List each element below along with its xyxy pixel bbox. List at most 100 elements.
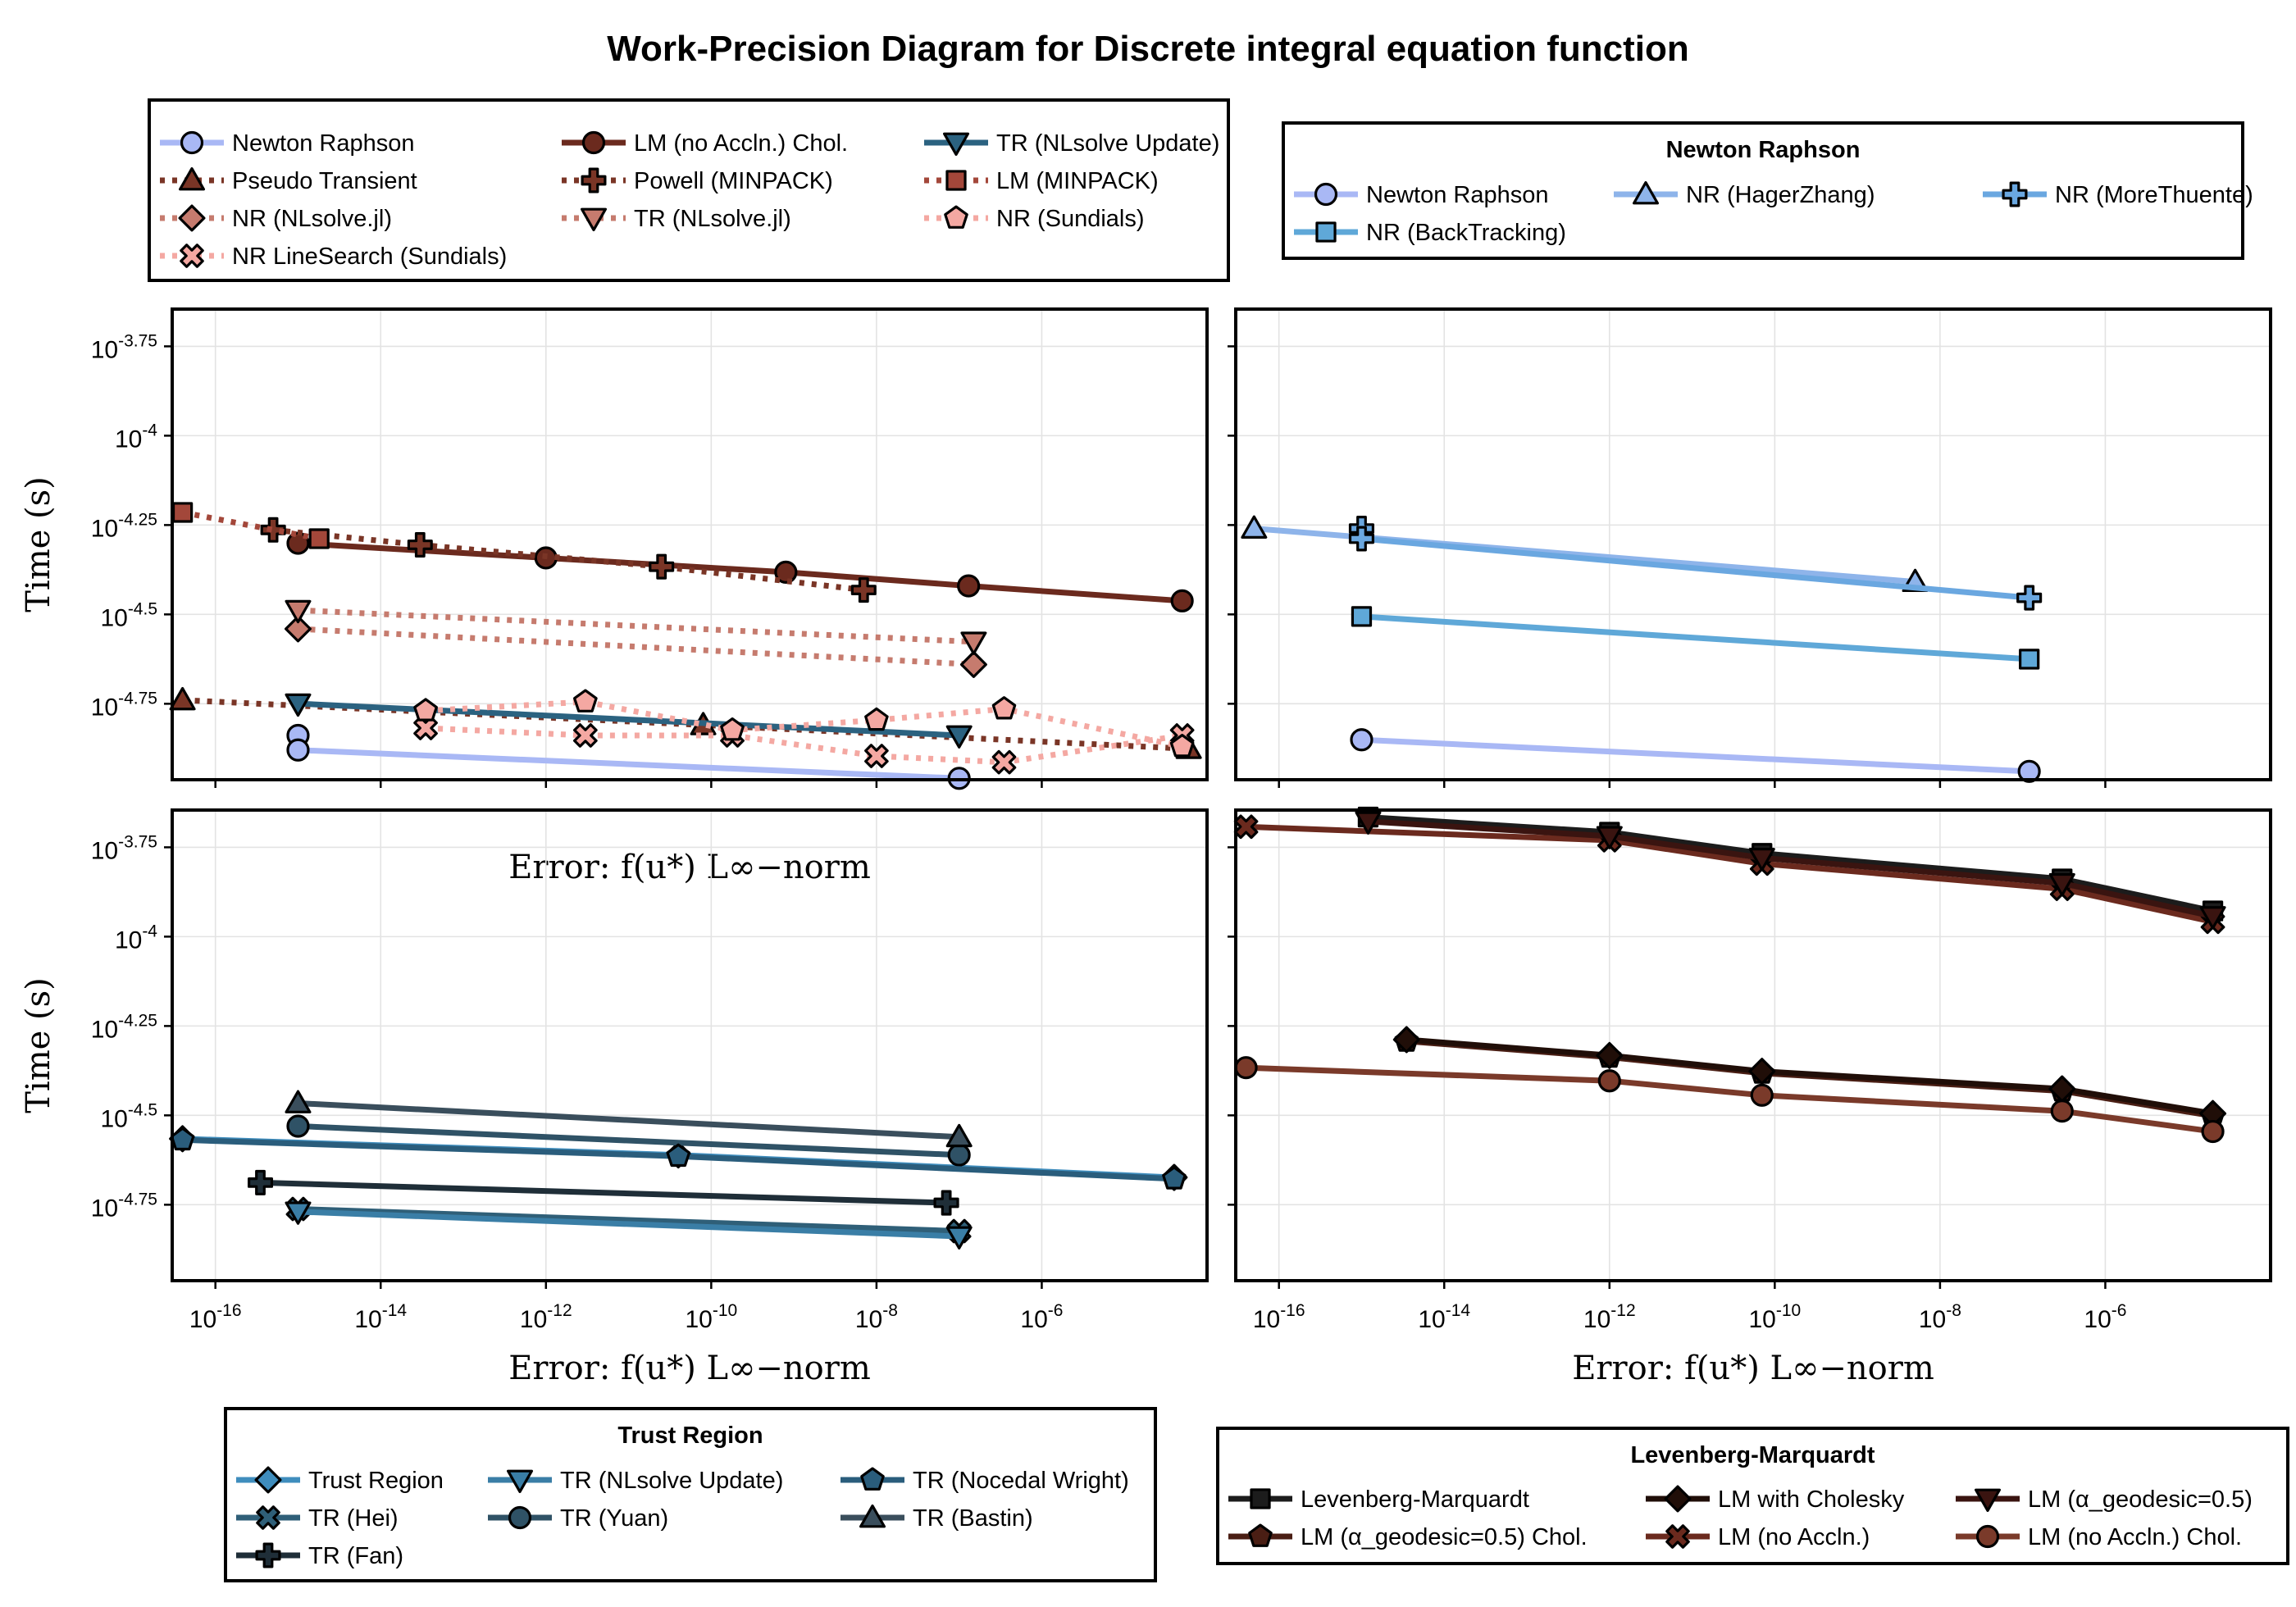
data-point-tr-bastin bbox=[945, 1123, 973, 1148]
panel-ticks: 10-16 10-14 10-12 10-10 10-8 10-6 bbox=[1228, 846, 2126, 1333]
legend-label: TR (NLsolve.jl) bbox=[634, 206, 791, 232]
series-line-tr-nlsolve-update bbox=[298, 1209, 959, 1240]
series-line-tr-nlsolve-jl bbox=[298, 607, 974, 645]
legend-lm: Levenberg-Marquardt Levenberg-Marquardt LM… bbox=[1216, 1427, 2289, 1565]
y-tick-label: 10-3.75 bbox=[91, 832, 157, 864]
legend-label: LM (α_geodesic=0.5) Chol. bbox=[1301, 1524, 1588, 1550]
series-nr-nlsolve-jl bbox=[284, 615, 987, 678]
data-point-tr-yuan bbox=[286, 1114, 310, 1138]
legend-entry-newton-raphson: Newton Raphson bbox=[160, 130, 414, 157]
x-tick-label: 10-14 bbox=[354, 1301, 407, 1333]
legend-label: TR (NLsolve Update) bbox=[560, 1468, 783, 1494]
data-point-nr-morethuente bbox=[1348, 526, 1375, 552]
legend-marker bbox=[1632, 181, 1660, 205]
data-point-nr-sundials bbox=[720, 717, 745, 741]
legend-marker bbox=[860, 1467, 885, 1491]
data-point-lm-alpha-geodesic-0-5 bbox=[1355, 811, 1382, 835]
legend-frame bbox=[148, 98, 1230, 282]
legend-marker bbox=[1975, 1488, 2001, 1513]
legend-entry-lm-no-accln-chol: LM (no Accln.) Chol. bbox=[1956, 1524, 2242, 1550]
legend-entry-levenberg-marquardt: Levenberg-Marquardt bbox=[1228, 1486, 1529, 1513]
legend-marker bbox=[178, 204, 206, 232]
legend-marker bbox=[859, 1504, 886, 1528]
legend-entry-nr-linesearch-sundials: NR LineSearch (Sundials) bbox=[160, 244, 507, 270]
legend-entry-nr-morethuente: NR (MoreThuente) bbox=[1983, 181, 2253, 208]
data-point-tr-nlsolve-update bbox=[945, 1226, 973, 1250]
legend-marker bbox=[581, 167, 607, 193]
x-tick-label: 10-16 bbox=[1253, 1301, 1305, 1333]
series-lm-alpha-geodesic-0-5 bbox=[1355, 811, 2226, 930]
legend-label: Powell (MINPACK) bbox=[634, 168, 833, 194]
data-point-lm-no-accln-chol bbox=[2050, 1099, 2074, 1123]
legend-entry-tr-fan: TR (Fan) bbox=[236, 1542, 403, 1569]
legend-marker bbox=[179, 167, 205, 191]
series-line-tr-hei bbox=[298, 1206, 959, 1234]
panel-grid bbox=[1236, 309, 2271, 780]
series-tr-fan bbox=[248, 1169, 959, 1216]
y-tick-label: 10-4 bbox=[115, 922, 157, 954]
panel-ticks: 10-3.75 10-4 10-4.25 10-4.5 10-4.75 bbox=[91, 331, 1043, 788]
data-point-pseudo-transient bbox=[169, 686, 196, 711]
x-tick-label: 10-10 bbox=[1748, 1301, 1801, 1333]
panel-series bbox=[1241, 515, 2043, 783]
legend-label: TR (Yuan) bbox=[560, 1505, 668, 1532]
legend-entry-pseudo-transient: Pseudo Transient bbox=[160, 167, 417, 194]
legend-label: Levenberg-Marquardt bbox=[1301, 1486, 1529, 1513]
legend-marker bbox=[1975, 1524, 2000, 1549]
legend-title: Newton Raphson bbox=[1666, 137, 1861, 163]
data-point-lm-with-cholesky bbox=[1392, 1026, 1420, 1054]
panel-series bbox=[169, 1090, 1188, 1250]
legend-entry-lm-with-cholesky: LM with Cholesky bbox=[1646, 1485, 1905, 1513]
y-tick-label: 10-4.25 bbox=[91, 510, 157, 542]
series-line-powell-minpack bbox=[272, 526, 864, 594]
data-point-tr-nlsolve-update bbox=[945, 725, 973, 749]
series-line-nr-sundials bbox=[425, 699, 1183, 749]
series-line-tr-fan bbox=[260, 1179, 947, 1206]
legend-label: TR (Bastin) bbox=[913, 1505, 1033, 1532]
legend-label: LM (no Accln.) Chol. bbox=[634, 130, 848, 157]
legend-label: LM (no Accln.) bbox=[1718, 1524, 1870, 1550]
legend-entry-tr-nlsolve-update: TR (NLsolve Update) bbox=[924, 130, 1219, 157]
y-tick-label: 10-4.25 bbox=[91, 1011, 157, 1043]
data-point-tr-yuan bbox=[947, 1143, 971, 1167]
legend-marker bbox=[945, 170, 967, 191]
legend-frame bbox=[1282, 121, 2244, 260]
data-point-tr-nocedal-wright bbox=[1162, 1166, 1187, 1190]
data-point-lm-no-accln-chol bbox=[774, 560, 798, 584]
panel-frame bbox=[1234, 808, 2272, 1282]
legend-all: Newton Raphson LM (no Accln.) Chol. TR (NL… bbox=[148, 98, 1230, 282]
y-tick-label: 10-4.75 bbox=[91, 1190, 157, 1222]
legend-frame bbox=[1216, 1427, 2289, 1565]
data-point-nr-sundials bbox=[1169, 733, 1195, 758]
y-tick-label: 10-4.5 bbox=[100, 1100, 157, 1132]
series-nr-sundials bbox=[413, 689, 1195, 758]
panel-frame bbox=[171, 808, 1209, 1282]
legend-entry-nr-sundials: NR (Sundials) bbox=[924, 205, 1145, 232]
legend-entry-newton-raphson: Newton Raphson bbox=[1294, 182, 1548, 208]
legend-entry-lm-alpha-geodesic-0-5: LM (α_geodesic=0.5) bbox=[1956, 1486, 2253, 1513]
panels-layer: 10-3.75 10-4 10-4.25 10-4.5 10-4.75 Time (s) E… bbox=[20, 307, 2272, 1387]
data-point-nr-backtracking bbox=[1351, 606, 1373, 627]
legend-entry-lm-no-accln: LM (no Accln.) bbox=[1646, 1524, 1870, 1550]
legend-entry-tr-nlsolve-update: TR (NLsolve Update) bbox=[488, 1468, 783, 1494]
legend-marker bbox=[256, 1505, 280, 1530]
x-tick-label: 10-6 bbox=[2084, 1301, 2126, 1333]
data-point-lm-alpha-geodesic-0-5 bbox=[1596, 826, 1623, 849]
data-point-tr-fan bbox=[933, 1190, 959, 1216]
data-point-lm-no-accln bbox=[1233, 814, 1259, 840]
legend-entry-powell-minpack: Powell (MINPACK) bbox=[562, 167, 833, 194]
series-line-tr-yuan bbox=[298, 1123, 959, 1159]
data-point-lm-minpack bbox=[171, 502, 194, 523]
panel-frame bbox=[171, 307, 1209, 781]
data-point-nr-linesearch-sundials bbox=[991, 749, 1017, 775]
series-lm-no-accln-chol bbox=[1234, 1056, 2225, 1144]
legend-label: LM (MINPACK) bbox=[996, 168, 1159, 194]
series-tr-nlsolve-jl bbox=[285, 599, 987, 655]
legend-entry-trust-region: Trust Region bbox=[236, 1466, 444, 1494]
legend-entry-lm-alpha-geodesic-0-5-chol: LM (α_geodesic=0.5) Chol. bbox=[1228, 1523, 1588, 1550]
data-point-newton-raphson bbox=[286, 738, 310, 762]
y-axis-label: Time (s) bbox=[20, 476, 57, 612]
series-lm-no-accln-chol bbox=[286, 531, 1194, 612]
x-tick-label: 10-12 bbox=[520, 1301, 572, 1333]
